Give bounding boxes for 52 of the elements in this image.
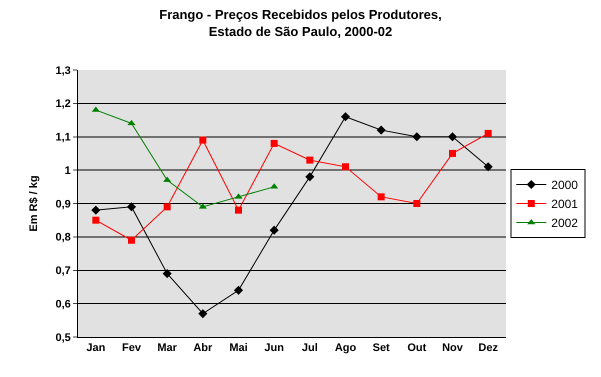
x-tick-label: Dez [478,342,498,354]
point [234,286,244,295]
point [412,132,422,142]
point [198,309,208,318]
point [306,156,314,164]
legend-label: 2002 [551,216,578,230]
x-tick-label: Mai [229,342,248,354]
point [376,126,386,135]
point [342,163,349,170]
y-tick-label: 0,7 [56,265,71,278]
point [270,140,278,147]
x-tick-label: Nov [442,342,464,354]
y-tick-label: 1,1 [56,132,71,144]
point [128,236,135,244]
point [270,226,279,235]
point [340,112,350,122]
y-tick-label: 1 [64,164,71,177]
y-tick-label: 0,8 [56,232,71,244]
point [164,203,171,210]
y-tick-label: 1,2 [56,98,71,110]
point [199,136,206,144]
x-tick-label: Jan [86,342,106,354]
y-tick-label: 1,3 [56,64,71,77]
point [91,206,100,215]
chart-title: Frango - Preços Recebidos pelos Produtores, Estado de São Paulo, 2000-02 [159,6,442,39]
y-tick-label: 0,9 [56,198,71,210]
x-tick-label: Out [407,342,427,354]
x-tick-label: Mar [157,342,178,354]
point [484,130,492,137]
point [235,206,242,214]
point [305,172,314,182]
x-tick-label: Abr [193,342,214,354]
point [448,132,458,142]
point [126,202,136,212]
point [449,150,456,157]
y-axis-title: Em R$ / kg [28,175,40,232]
point [378,193,385,200]
y-tick-label: 0,6 [56,298,71,310]
point [270,183,278,189]
point [484,162,493,172]
legend-label: 2001 [551,197,578,212]
x-tick-label: Jul [302,342,318,354]
point [162,269,172,278]
point [198,203,207,209]
x-tick-label: Set [372,342,390,354]
y-tick-label: 0,5 [56,332,71,344]
point [413,200,420,207]
x-tick-label: Jun [264,342,284,354]
x-tick-label: Ago [334,342,356,354]
legend-label: 2000 [551,178,578,192]
point [92,216,100,224]
x-tick-label: Fev [122,342,142,354]
